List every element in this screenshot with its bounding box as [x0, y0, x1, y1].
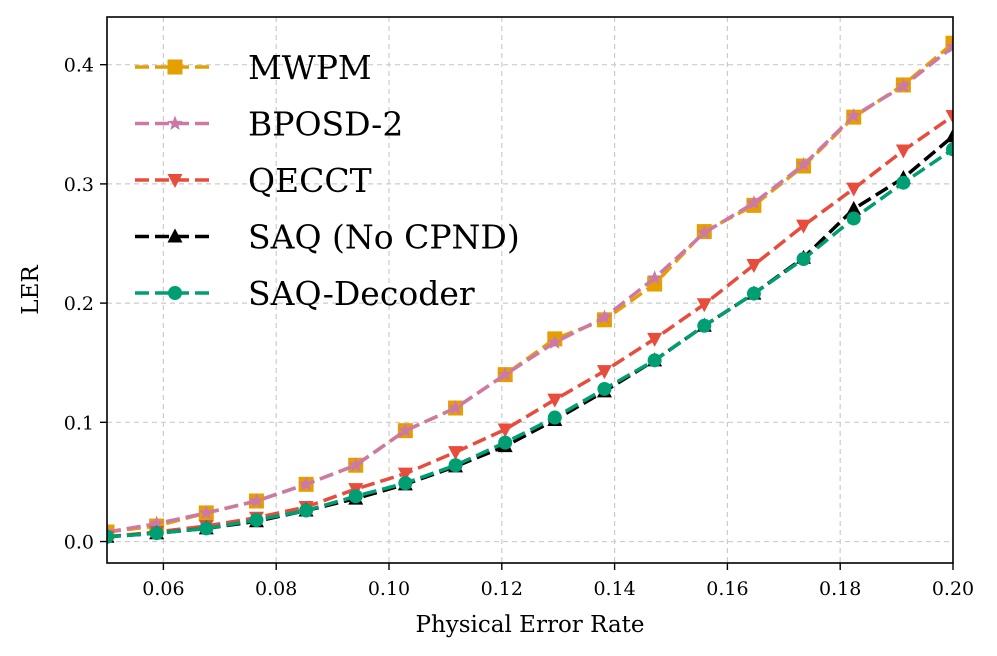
legend: MWPM BPOSD-2 QECCT SAQ (No CPND) SAQ-Decoder [135, 48, 520, 313]
data-point [696, 224, 712, 240]
legend-item: BPOSD-2 [135, 105, 403, 144]
x-tick-label: 0.20 [932, 578, 974, 600]
legend-marker [167, 115, 183, 130]
y-tick-label: 0.1 [64, 412, 94, 434]
data-point [596, 365, 612, 380]
data-point [746, 258, 762, 273]
legend-label: QECCT [248, 161, 372, 200]
data-point [895, 144, 911, 159]
y-tick-label: 0.0 [64, 532, 94, 554]
data-point [846, 200, 862, 215]
data-point [746, 286, 761, 301]
y-tick-label: 0.2 [64, 293, 94, 315]
legend-marker [167, 228, 183, 243]
data-point [198, 504, 214, 520]
data-point [846, 182, 862, 197]
data-point [945, 128, 953, 143]
plot-frame [106, 16, 954, 564]
data-point [647, 332, 663, 347]
data-point [846, 211, 861, 226]
x-axis: 0.06 0.08 0.10 0.12 0.14 0.16 0.18 0.20 [142, 563, 974, 600]
data-point [298, 476, 314, 491]
data-point [448, 446, 464, 461]
legend-marker [167, 59, 183, 75]
data-point [199, 521, 214, 536]
x-tick-label: 0.06 [142, 578, 184, 600]
series-line [107, 41, 953, 534]
series-1 [107, 38, 953, 539]
series-line [107, 45, 953, 534]
legend-item: MWPM [135, 48, 372, 87]
y-tick-label: 0.3 [64, 174, 94, 196]
series-3 [107, 128, 953, 543]
x-tick-label: 0.08 [255, 578, 297, 600]
data-point [149, 515, 165, 531]
x-tick-label: 0.18 [819, 578, 861, 600]
x-axis-label: Physical Error Rate [415, 612, 644, 638]
data-point [397, 422, 413, 438]
data-point [945, 35, 953, 51]
data-point [348, 457, 364, 472]
x-tick-label: 0.12 [481, 578, 523, 600]
series-2 [107, 109, 953, 545]
data-point [398, 476, 413, 491]
data-point [647, 270, 663, 285]
data-point [945, 38, 953, 54]
series-4 [107, 142, 953, 544]
data-point [597, 381, 612, 396]
legend-marker [168, 286, 182, 300]
data-point [946, 142, 953, 157]
data-point [547, 410, 562, 425]
data-point [299, 503, 314, 518]
data-point [697, 318, 712, 333]
data-point [896, 175, 911, 190]
legend-label: SAQ-Decoder [248, 274, 475, 313]
series-0 [107, 35, 953, 540]
data-point [497, 423, 513, 438]
data-point [248, 493, 265, 508]
legend-label: MWPM [248, 48, 372, 87]
data-point [945, 109, 953, 124]
series-area [107, 35, 953, 545]
legend-label: BPOSD-2 [248, 105, 403, 144]
data-point [696, 298, 712, 313]
data-point [795, 156, 812, 172]
legend-item: QECCT [135, 161, 372, 200]
legend-label: SAQ (No CPND) [248, 218, 520, 257]
x-tick-label: 0.14 [593, 578, 635, 600]
y-axis-label: LER [18, 265, 44, 315]
series-line [107, 147, 953, 539]
data-point [397, 467, 413, 482]
series-line [107, 114, 953, 539]
legend-item: SAQ-Decoder [135, 274, 475, 313]
data-point [547, 334, 563, 349]
data-point [647, 353, 662, 368]
data-point [149, 526, 164, 541]
data-point [249, 513, 264, 528]
x-tick-label: 0.10 [368, 578, 410, 600]
y-tick-label: 0.4 [64, 55, 94, 77]
grid [107, 17, 954, 563]
data-point [547, 393, 563, 408]
data-point [746, 194, 762, 210]
data-point [846, 107, 862, 123]
data-point [497, 366, 513, 382]
data-point [448, 458, 463, 473]
series-line [107, 134, 953, 539]
x-tick-label: 0.16 [706, 578, 748, 600]
data-point [447, 400, 464, 415]
data-point [796, 252, 811, 267]
y-axis: 0.0 0.1 0.2 0.3 0.4 [64, 55, 107, 554]
data-point [498, 435, 513, 450]
legend-marker [167, 174, 183, 188]
data-point [348, 489, 363, 504]
data-point [895, 78, 911, 93]
data-point [107, 529, 114, 544]
data-point [596, 309, 613, 324]
legend-item: SAQ (No CPND) [135, 218, 520, 257]
data-point [796, 219, 812, 234]
